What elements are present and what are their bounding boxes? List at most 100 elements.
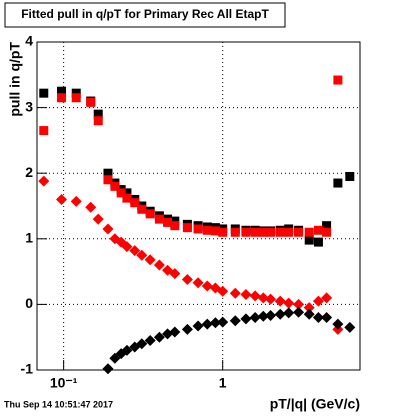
point xyxy=(217,285,229,297)
point xyxy=(85,201,97,213)
point xyxy=(137,204,147,214)
point xyxy=(170,221,180,231)
title-box xyxy=(4,2,286,28)
point xyxy=(193,224,203,234)
point xyxy=(321,292,333,304)
point xyxy=(145,209,155,219)
point xyxy=(313,225,323,235)
x-tick-label: 1 xyxy=(219,375,227,391)
point xyxy=(136,338,148,350)
point xyxy=(333,75,343,85)
point xyxy=(230,227,240,237)
point xyxy=(332,318,344,330)
point xyxy=(249,312,261,324)
point xyxy=(313,237,323,247)
timestamp: Thu Sep 14 10:51:47 2017 xyxy=(4,399,113,409)
point xyxy=(136,249,148,261)
point xyxy=(217,316,229,328)
point xyxy=(103,175,113,185)
point xyxy=(122,193,132,203)
point xyxy=(322,227,332,237)
point xyxy=(333,178,343,188)
point xyxy=(192,320,204,332)
point xyxy=(154,214,164,224)
point xyxy=(265,293,277,305)
x-tick-label: 10⁻¹ xyxy=(50,375,78,391)
point xyxy=(56,193,68,205)
y-tick-label: -1 xyxy=(21,361,34,377)
point xyxy=(169,268,181,280)
point xyxy=(39,88,49,98)
point xyxy=(210,226,220,236)
point xyxy=(116,188,126,198)
point xyxy=(102,363,114,375)
point xyxy=(71,88,81,98)
plot-frame xyxy=(36,41,361,371)
point xyxy=(92,213,104,225)
point xyxy=(163,217,173,227)
point xyxy=(312,312,324,324)
point xyxy=(181,273,193,285)
point xyxy=(274,308,286,320)
point xyxy=(39,126,49,136)
point xyxy=(121,241,133,253)
point xyxy=(322,221,332,231)
point xyxy=(274,295,286,307)
y-tick-label: 1 xyxy=(25,230,33,246)
point xyxy=(265,310,277,322)
point xyxy=(57,93,67,103)
point xyxy=(121,344,133,356)
point xyxy=(344,321,356,333)
point xyxy=(240,289,252,301)
point xyxy=(304,235,314,245)
point xyxy=(312,295,324,307)
point xyxy=(144,334,156,346)
point xyxy=(240,313,252,325)
point xyxy=(153,331,165,343)
point xyxy=(229,287,241,299)
point xyxy=(283,307,295,319)
point xyxy=(201,318,213,330)
point xyxy=(144,254,156,266)
chart-title: Fitted pull in q/pT for Primary Rec All … xyxy=(21,7,269,21)
point xyxy=(283,297,295,309)
point xyxy=(258,227,268,237)
point xyxy=(218,227,228,237)
y-tick-label: 3 xyxy=(25,98,33,114)
y-tick-label: 0 xyxy=(25,295,33,311)
point xyxy=(153,259,165,271)
point xyxy=(57,86,67,96)
point xyxy=(241,227,251,237)
y-tick-label: 2 xyxy=(25,164,33,180)
point xyxy=(103,168,113,178)
point xyxy=(192,277,204,289)
point xyxy=(70,195,82,207)
point xyxy=(209,317,221,329)
point xyxy=(201,280,213,292)
point xyxy=(86,97,96,107)
point xyxy=(181,323,193,335)
point xyxy=(202,225,212,235)
point xyxy=(129,245,141,257)
point xyxy=(102,223,114,235)
point xyxy=(170,216,180,226)
point xyxy=(266,227,276,237)
point xyxy=(169,326,181,338)
point xyxy=(229,315,241,327)
point xyxy=(257,292,269,304)
point xyxy=(284,227,294,237)
point xyxy=(345,171,355,181)
y-tick-label: 4 xyxy=(25,33,33,49)
y-axis-label: pull in q/pT xyxy=(7,42,23,117)
point xyxy=(130,198,140,208)
point xyxy=(304,227,314,237)
point xyxy=(93,109,103,119)
point xyxy=(122,188,132,198)
point xyxy=(110,181,120,191)
x-axis-label: pT/|q| (GeV/c) xyxy=(270,396,360,412)
point xyxy=(182,223,192,233)
point xyxy=(303,308,315,320)
point xyxy=(93,116,103,126)
